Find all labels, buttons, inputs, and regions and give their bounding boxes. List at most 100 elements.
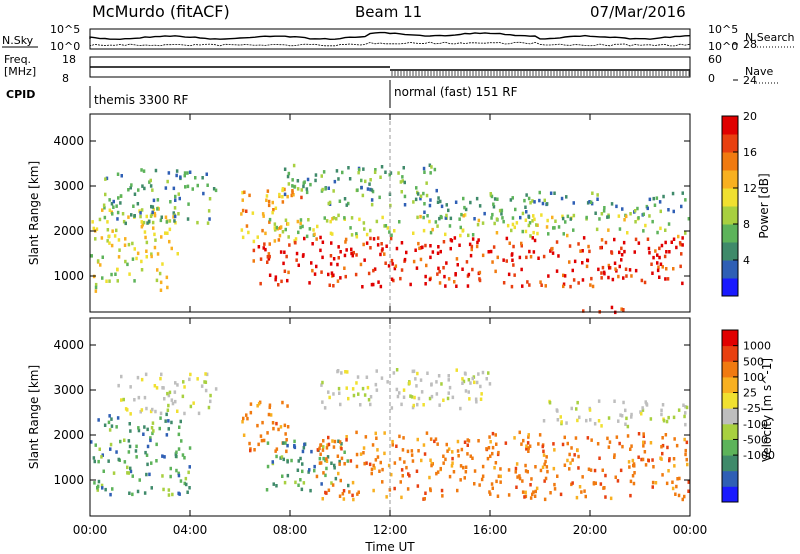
echo-cell [445, 213, 448, 218]
echo-cell [597, 399, 601, 403]
echo-cell [286, 443, 289, 448]
echo-cell [108, 208, 112, 212]
echo-cell [533, 494, 537, 498]
echo-cell [467, 272, 471, 277]
echo-cell [436, 251, 440, 255]
echo-cell [283, 423, 287, 428]
echo-cell [476, 222, 480, 227]
echo-cell [393, 486, 396, 491]
echo-cell [628, 465, 631, 469]
echo-cell [491, 212, 494, 217]
echo-cell [645, 403, 649, 407]
echo-cell [634, 268, 638, 273]
echo-cell [377, 280, 380, 284]
echo-cell [490, 482, 494, 486]
echo-cell [329, 254, 333, 258]
echo-cell [665, 267, 668, 271]
echo-cell [412, 200, 415, 204]
echo-cell [399, 276, 402, 281]
echo-cell [332, 216, 336, 220]
echo-cell [151, 210, 154, 215]
echo-cell [423, 170, 426, 174]
echo-cell [145, 453, 149, 457]
echo-cell [397, 171, 400, 175]
echo-cell [149, 178, 152, 183]
colorbar-segment [722, 345, 738, 362]
echo-cell [589, 200, 593, 204]
nave-tick-top: 60 [708, 53, 722, 66]
echo-cell [551, 246, 554, 251]
colorbar-segment [722, 330, 738, 347]
echo-cell [177, 432, 181, 437]
echo-cell [101, 453, 104, 457]
echo-cell [127, 215, 130, 219]
echo-cell [174, 221, 177, 225]
echo-cell [652, 196, 655, 201]
echo-cell [534, 465, 537, 469]
echo-cell [551, 251, 555, 255]
echo-cell [130, 213, 133, 217]
echo-cell [376, 236, 380, 240]
echo-cell [101, 208, 104, 212]
echo-cell [473, 217, 476, 221]
echo-cell [642, 444, 645, 448]
echo-cell [284, 441, 287, 445]
echo-cell [309, 488, 312, 493]
echo-cell [687, 480, 690, 484]
echo-cell [582, 236, 586, 240]
echo-cell [530, 477, 533, 481]
echo-cell [369, 187, 372, 192]
echo-cell [293, 185, 296, 189]
echo-cell [659, 226, 662, 231]
echo-cell [507, 468, 511, 472]
echo-cell [246, 416, 249, 421]
echo-cell [423, 497, 426, 501]
echo-cell [156, 252, 160, 256]
echo-cell [183, 456, 186, 460]
echo-cell [117, 457, 120, 462]
echo-cell [535, 486, 539, 491]
echo-cell [322, 170, 326, 174]
echo-cell [422, 166, 426, 171]
echo-cell [119, 201, 122, 205]
echo-cell [536, 223, 539, 227]
echo-cell [344, 370, 347, 374]
echo-cell [470, 244, 474, 249]
echo-cell [196, 183, 199, 188]
echo-cell [305, 187, 309, 191]
echo-cell [361, 386, 365, 391]
x-tick-label: 12:00 [373, 523, 408, 537]
echo-cell [308, 281, 311, 285]
echo-cell [403, 194, 407, 199]
echo-cell [350, 251, 353, 256]
echo-cell [573, 453, 576, 457]
echo-cell [320, 270, 323, 274]
echo-cell [437, 266, 440, 271]
echo-cell [188, 170, 192, 174]
echo-cell [279, 425, 283, 429]
echo-cell [316, 224, 319, 229]
echo-cell [461, 377, 464, 381]
echo-cell [135, 256, 138, 261]
echo-cell [429, 488, 432, 493]
echo-cell [389, 236, 393, 241]
colorbar-tick-label: 28 [743, 38, 757, 51]
echo-cell [538, 190, 541, 195]
echo-cell [174, 198, 177, 202]
echo-cell [527, 435, 530, 439]
echo-cell [488, 435, 491, 439]
echo-cell [491, 445, 495, 450]
echo-cell [599, 246, 602, 250]
echo-cell [417, 241, 420, 246]
echo-cell [153, 213, 157, 218]
echo-cell [126, 408, 129, 412]
echo-cell [524, 469, 528, 473]
echo-cell [162, 487, 165, 492]
echo-cell [160, 235, 163, 239]
echo-cell [388, 230, 391, 234]
colorbar-tick-label: 1000 [743, 340, 771, 353]
echo-cell [400, 468, 404, 472]
echo-cell [576, 448, 579, 453]
echo-cell [177, 473, 181, 478]
echo-cell [140, 225, 144, 229]
